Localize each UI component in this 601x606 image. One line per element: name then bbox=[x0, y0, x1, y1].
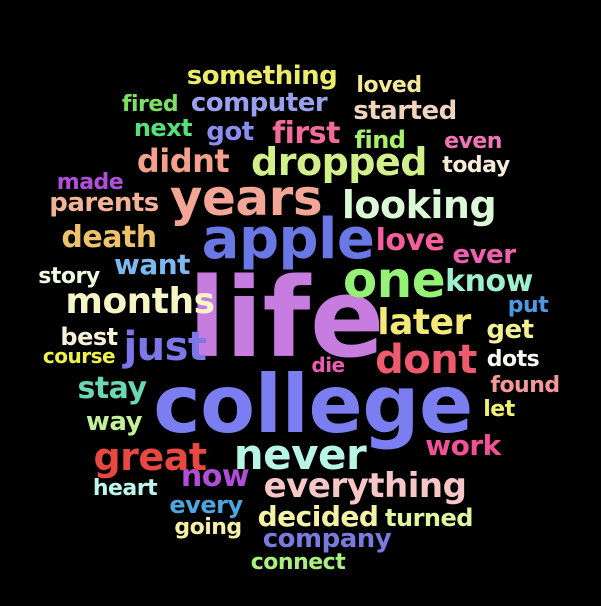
word-way: way bbox=[85, 407, 143, 437]
word-looking: looking bbox=[341, 183, 497, 227]
word-get: get bbox=[486, 315, 534, 345]
word-heart: heart bbox=[92, 476, 158, 501]
word-course: course bbox=[42, 344, 116, 368]
word-find: find bbox=[354, 126, 406, 154]
word-started: started bbox=[353, 96, 457, 126]
word-connect: connect bbox=[250, 550, 346, 575]
word-life: life bbox=[188, 254, 384, 382]
word-love: love bbox=[375, 223, 445, 258]
word-death: death bbox=[61, 220, 157, 255]
word-something: something bbox=[186, 61, 338, 91]
word-company: company bbox=[262, 524, 392, 554]
word-want: want bbox=[113, 248, 191, 281]
word-parents: parents bbox=[49, 188, 159, 218]
word-best: best bbox=[60, 323, 118, 351]
word-one: one bbox=[342, 251, 446, 309]
word-stay: stay bbox=[77, 371, 147, 406]
word-never: never bbox=[233, 430, 367, 479]
word-apple: apple bbox=[201, 207, 375, 272]
word-didnt: didnt bbox=[136, 142, 230, 180]
word-loved: loved bbox=[356, 73, 422, 98]
word-dropped: dropped bbox=[251, 140, 427, 184]
word-today: today bbox=[442, 153, 510, 178]
word-great: great bbox=[93, 435, 207, 479]
word-decided: decided bbox=[257, 500, 379, 533]
word-dont: dont bbox=[375, 337, 477, 383]
word-just: just bbox=[123, 324, 207, 370]
word-got: got bbox=[206, 117, 254, 147]
word-found: found bbox=[490, 373, 560, 398]
word-years: years bbox=[169, 169, 323, 227]
word-story: story bbox=[38, 264, 100, 289]
word-computer: computer bbox=[190, 88, 328, 118]
word-college: college bbox=[153, 358, 473, 451]
word-ever: ever bbox=[452, 240, 516, 270]
word-let: let bbox=[483, 397, 515, 422]
word-work: work bbox=[425, 429, 501, 462]
word-even: even bbox=[444, 129, 502, 154]
word-now: now bbox=[180, 459, 250, 494]
word-going: going bbox=[174, 515, 242, 540]
word-turned: turned bbox=[385, 504, 473, 532]
word-everything: everything bbox=[263, 466, 467, 506]
word-first: first bbox=[272, 116, 340, 151]
word-put: put bbox=[507, 293, 549, 318]
word-die: die bbox=[311, 353, 345, 377]
word-later: later bbox=[377, 302, 471, 343]
word-next: next bbox=[133, 114, 193, 142]
word-fired: fired bbox=[121, 92, 179, 117]
word-every: every bbox=[169, 491, 243, 519]
word-months: months bbox=[65, 281, 215, 322]
word-dots: dots bbox=[486, 347, 540, 372]
word-made: made bbox=[56, 170, 124, 195]
word-know: know bbox=[445, 264, 533, 299]
